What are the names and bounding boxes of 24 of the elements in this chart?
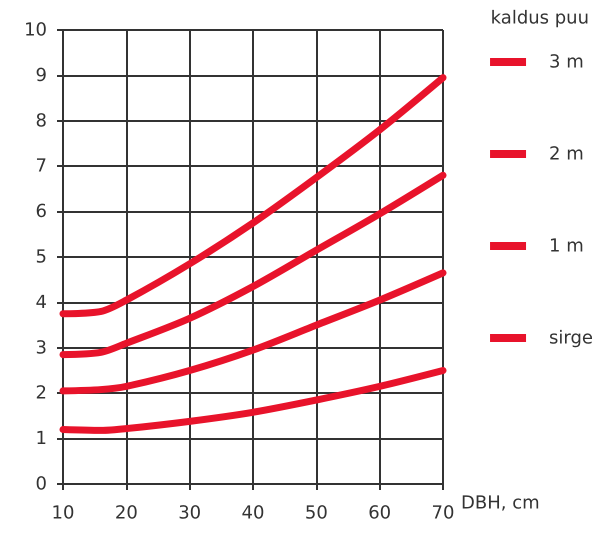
y-tick-label: 9 <box>36 64 47 86</box>
y-tick-label: 6 <box>36 201 47 222</box>
x-tick-label: 20 <box>114 502 138 524</box>
y-tick-label: 2 <box>36 382 47 404</box>
x-tick-label: 10 <box>52 502 74 524</box>
y-tick-label: 1 <box>36 428 47 450</box>
x-tick-label: 70 <box>432 502 454 524</box>
legend-label: 1 m <box>549 236 584 256</box>
legend-title: kaldus puu <box>490 8 590 28</box>
y-tick-label: 4 <box>36 292 47 313</box>
x-tick-label: 60 <box>368 502 392 524</box>
y-tick-label: 3 <box>36 337 47 358</box>
y-tick-label: 7 <box>36 156 47 177</box>
y-tick-label: 0 <box>36 474 47 494</box>
legend-label: 3 m <box>549 52 584 72</box>
x-tick-label: 40 <box>242 502 264 524</box>
x-tick-label: 50 <box>304 502 328 524</box>
y-tick-label: 10 <box>24 20 47 40</box>
y-tick-label: 5 <box>36 246 47 268</box>
x-axis-title: DBH, cm <box>461 492 540 514</box>
legend-label: 2 m <box>549 144 584 164</box>
x-tick-label: 30 <box>178 502 202 524</box>
y-tick-label: 8 <box>36 110 47 132</box>
legend-label: sirge <box>549 328 594 348</box>
